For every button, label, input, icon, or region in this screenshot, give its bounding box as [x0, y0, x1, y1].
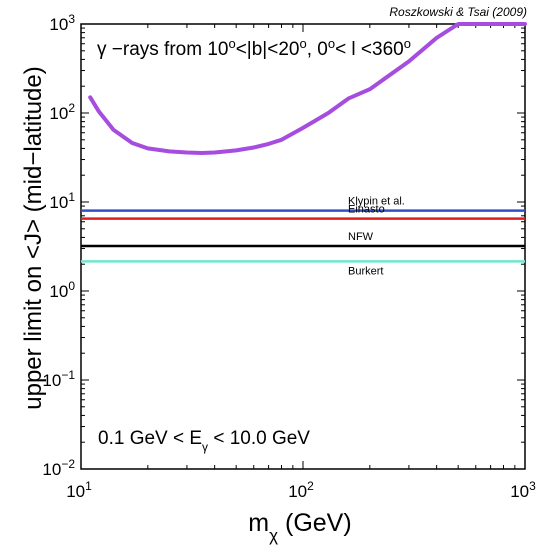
credit-text: Roszkowski & Tsai (2009) [389, 5, 527, 19]
y-tick-label: 10−1 [42, 368, 75, 390]
halo-profile-labels: Klypin et al.Einasto NFW Burkert [348, 196, 405, 278]
y-tick-label: 103 [49, 12, 75, 34]
y-tick-label: 100 [49, 279, 75, 301]
x-tick-label: 101 [66, 479, 92, 501]
series-label-nfw: NFW [348, 231, 374, 243]
tick-labels: 101 102 103 10−2 10−1 100 101 102 103 [42, 12, 536, 501]
y-axis-label: upper limit on <J> (mid−latitude) [20, 66, 47, 410]
x-axis-label: mχ (GeV) [248, 509, 351, 545]
limit-curve [88, 22, 527, 155]
series-label-einasto: Einasto [348, 204, 385, 216]
halo-profile-lines [81, 209, 525, 263]
chart-title: γ −rays from 10o<|b|<20o, 0o< l <360o [97, 36, 411, 61]
y-tick-label: 102 [49, 101, 75, 123]
y-tick-label: 101 [49, 190, 75, 212]
x-tick-label: 103 [510, 479, 536, 501]
energy-range-annotation: 0.1 GeV < Eγ < 10.0 GeV [98, 428, 310, 454]
tick-marks [80, 23, 526, 470]
y-tick-label: 10−2 [42, 457, 75, 479]
series-label-klypin-et-al: Klypin et al. [348, 196, 405, 208]
x-tick-label: 102 [288, 479, 314, 501]
series-label-burkert: Burkert [348, 265, 383, 277]
